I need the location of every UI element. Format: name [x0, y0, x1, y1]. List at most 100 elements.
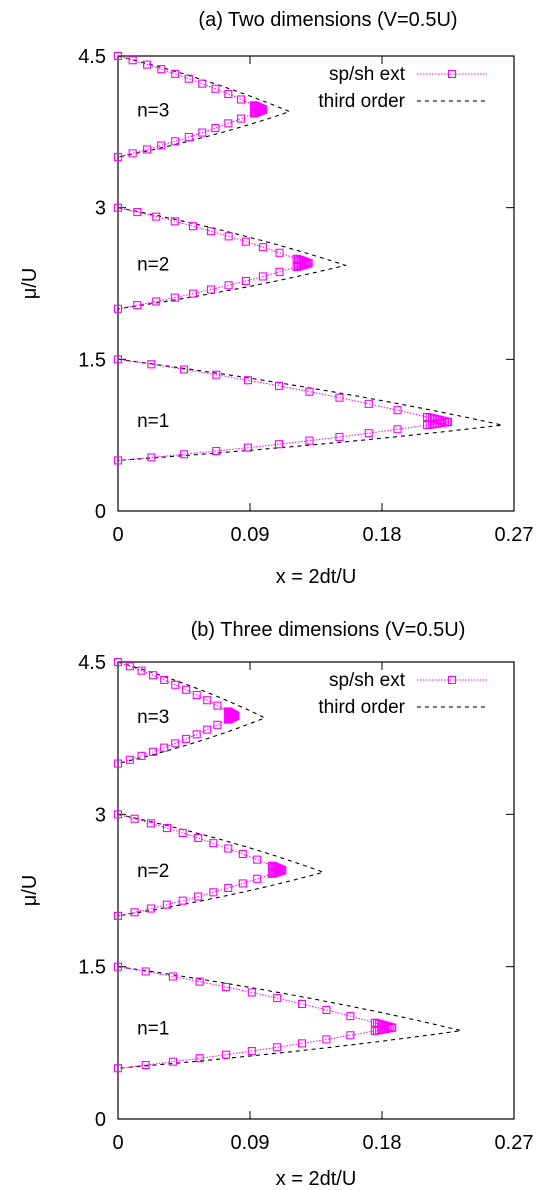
- sp-sh-ext-point: [133, 301, 142, 310]
- panel-b: (b) Three dimensions (V=0.5U) 0 0.09 0.18 0.…: [19, 619, 533, 1190]
- sp-sh-ext-point: [304, 259, 313, 268]
- sp-sh-ext-line: [117, 55, 265, 158]
- y-tick-label: 4.5: [78, 46, 106, 68]
- plot-frame: [117, 55, 515, 512]
- plot-frame: [117, 661, 515, 1120]
- sp-sh-ext-point: [198, 79, 207, 88]
- sp-sh-ext-point: [236, 95, 246, 104]
- sp-sh-ext-point: [113, 911, 123, 920]
- sp-sh-ext-point: [258, 272, 267, 281]
- sp-sh-ext-point: [211, 123, 220, 133]
- sp-sh-ext-point: [322, 1005, 331, 1014]
- sp-sh-ext-point: [160, 743, 169, 752]
- sp-sh-ext-point: [157, 141, 166, 150]
- lobe-1: n=1: [113, 962, 462, 1073]
- sp-sh-ext-point: [143, 145, 152, 154]
- legend-marker-sp-sh-ext: [447, 69, 457, 79]
- sp-sh-ext-point: [364, 399, 373, 408]
- sp-sh-ext-point: [168, 972, 177, 981]
- sp-sh-ext-point: [305, 387, 314, 396]
- sp-sh-ext-point: [203, 725, 212, 734]
- sp-sh-ext-point: [206, 227, 216, 236]
- sp-sh-ext-point: [147, 453, 156, 462]
- legend-label-third-order: third order: [318, 697, 405, 718]
- sp-sh-ext-point: [243, 376, 252, 385]
- y-tick-label: 0: [95, 501, 106, 523]
- sp-sh-ext-point: [275, 248, 284, 257]
- sp-sh-ext-point: [128, 149, 137, 158]
- x-tick-label: 0.27: [495, 524, 534, 546]
- sp-sh-ext-point: [346, 1012, 355, 1021]
- sp-sh-ext-point: [277, 866, 287, 875]
- sp-sh-ext-point: [224, 844, 233, 853]
- lobe-label: n=2: [137, 861, 169, 882]
- sp-sh-ext-point: [224, 89, 233, 99]
- sp-sh-ext-point: [387, 1023, 396, 1032]
- sp-sh-ext-point: [213, 720, 222, 729]
- sp-sh-ext-point: [224, 883, 233, 892]
- panel-title: (b) Three dimensions (V=0.5U): [191, 619, 466, 641]
- lobe-label: n=1: [137, 1019, 169, 1040]
- sp-sh-ext-point: [171, 680, 180, 689]
- sp-sh-ext-point: [178, 828, 187, 837]
- sp-sh-ext-point: [194, 833, 203, 843]
- sp-sh-ext-point: [180, 450, 189, 459]
- y-tick-label: 1.5: [78, 957, 106, 979]
- sp-sh-ext-point: [168, 1057, 177, 1066]
- sp-sh-ext-point: [113, 304, 123, 313]
- sp-sh-ext-point: [137, 666, 146, 675]
- sp-sh-ext-point: [422, 412, 432, 422]
- panel-title: (a) Two dimensions (V=0.5U): [198, 9, 457, 31]
- sp-sh-ext-point: [198, 128, 207, 137]
- sp-sh-ext-point: [194, 892, 203, 901]
- sp-sh-ext-point: [113, 355, 123, 364]
- sp-sh-ext-point: [189, 222, 198, 231]
- sp-sh-ext-line: [117, 813, 284, 917]
- x-axis-label: x = 2dt/U: [276, 566, 357, 588]
- sp-sh-ext-point: [443, 418, 452, 427]
- legend: sp/sh ext third order: [318, 670, 487, 718]
- sp-sh-ext-point: [273, 1043, 282, 1052]
- sp-sh-ext-point: [241, 237, 250, 246]
- sp-sh-ext-point: [113, 203, 123, 212]
- sp-sh-ext-point: [184, 132, 193, 142]
- sp-sh-ext-point: [189, 289, 198, 298]
- sp-sh-ext-point: [152, 297, 161, 306]
- sp-sh-ext-point: [195, 1054, 204, 1063]
- sp-sh-ext-point: [253, 855, 262, 864]
- x-tick-label: 0.09: [231, 524, 270, 546]
- sp-sh-ext-point: [275, 267, 284, 276]
- sp-sh-ext-point: [113, 51, 123, 61]
- sp-sh-ext-point: [130, 908, 139, 917]
- sp-sh-ext-point: [297, 1039, 307, 1048]
- sp-sh-ext-point: [171, 137, 180, 146]
- sp-sh-ext-point: [171, 69, 180, 78]
- sp-sh-ext-point: [335, 432, 344, 441]
- lobe-label: n=3: [137, 707, 169, 728]
- sp-sh-ext-point: [130, 814, 139, 823]
- legend-marker-sp-sh-ext: [447, 675, 457, 685]
- sp-sh-ext-point: [221, 1050, 231, 1059]
- sp-sh-ext-point: [224, 119, 233, 128]
- sp-sh-ext-point: [274, 381, 284, 390]
- lobe-3: n=3: [113, 657, 267, 768]
- sp-sh-ext-point: [335, 393, 344, 402]
- sp-sh-ext-point: [113, 962, 123, 971]
- sp-sh-ext-point: [182, 734, 191, 743]
- lobe-2: n=2: [113, 810, 326, 920]
- legend-label-sp-sh-ext: sp/sh ext: [329, 670, 406, 691]
- x-axis-label: x = 2dt/U: [276, 1168, 357, 1190]
- sp-sh-ext-point: [180, 365, 189, 374]
- sp-sh-ext-point: [113, 810, 123, 819]
- x-tick-label: 0.27: [495, 1132, 534, 1154]
- sp-sh-ext-point: [143, 60, 152, 69]
- sp-sh-ext-point: [141, 967, 150, 976]
- x-tick-label: 0.09: [231, 1132, 270, 1154]
- sp-sh-ext-point: [192, 690, 201, 699]
- sp-sh-ext-point: [184, 74, 193, 83]
- sp-sh-ext-point: [221, 982, 231, 992]
- sp-sh-ext-point: [125, 755, 134, 764]
- sp-sh-ext-point: [157, 65, 166, 74]
- y-axis-label: μ/U: [19, 268, 41, 300]
- sp-sh-ext-point: [274, 440, 284, 449]
